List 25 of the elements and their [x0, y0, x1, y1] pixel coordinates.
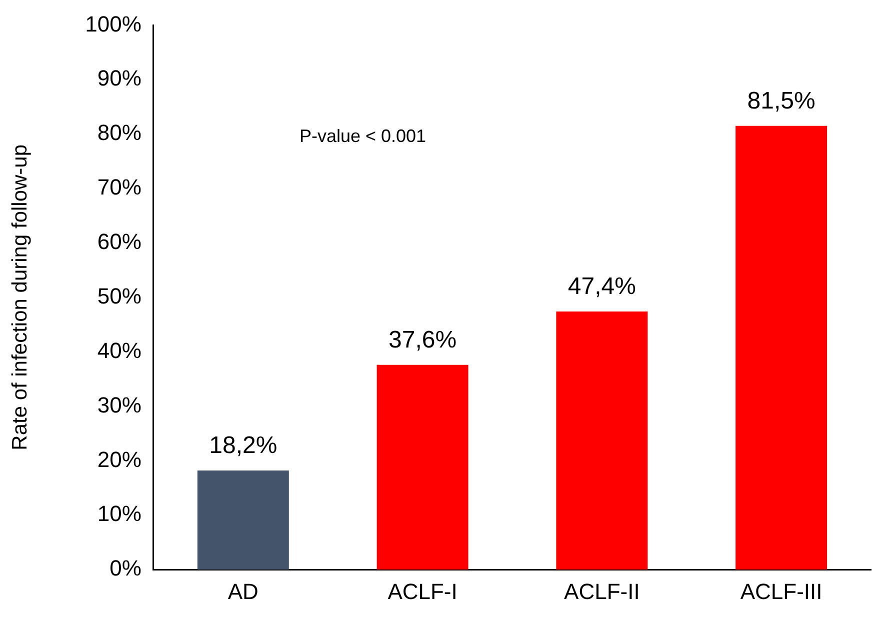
- y-axis-title: Rate of infection during follow-up: [8, 144, 32, 450]
- x-tick-label: ACLF-I: [388, 578, 458, 604]
- x-tick-label: ACLF-II: [564, 578, 640, 604]
- x-tick-label: AD: [228, 578, 258, 604]
- y-tick-label: 0%: [110, 556, 142, 581]
- bar: [736, 126, 828, 570]
- annotation: P-value < 0.001: [299, 126, 426, 146]
- data-label: 37,6%: [388, 326, 457, 354]
- y-tick-label: 60%: [97, 229, 142, 254]
- y-tick-label: 40%: [97, 338, 142, 363]
- y-tick-label: 90%: [97, 66, 142, 91]
- bar: [556, 312, 648, 570]
- data-label: 47,4%: [568, 273, 636, 300]
- bar: [376, 364, 468, 570]
- y-tick-label: 30%: [97, 392, 142, 418]
- y-tick-label: 100%: [85, 11, 142, 36]
- y-tick-label: 80%: [97, 120, 142, 146]
- data-label: 18,2%: [209, 432, 278, 460]
- y-tick-label: 10%: [97, 501, 142, 526]
- bar: [197, 470, 289, 570]
- x-tick-label: ACLF-III: [740, 578, 822, 604]
- y-tick-label: 50%: [97, 283, 142, 308]
- y-tick-label: 70%: [97, 174, 142, 200]
- y-tick-label: 20%: [97, 446, 142, 472]
- data-label: 81,5%: [747, 88, 816, 115]
